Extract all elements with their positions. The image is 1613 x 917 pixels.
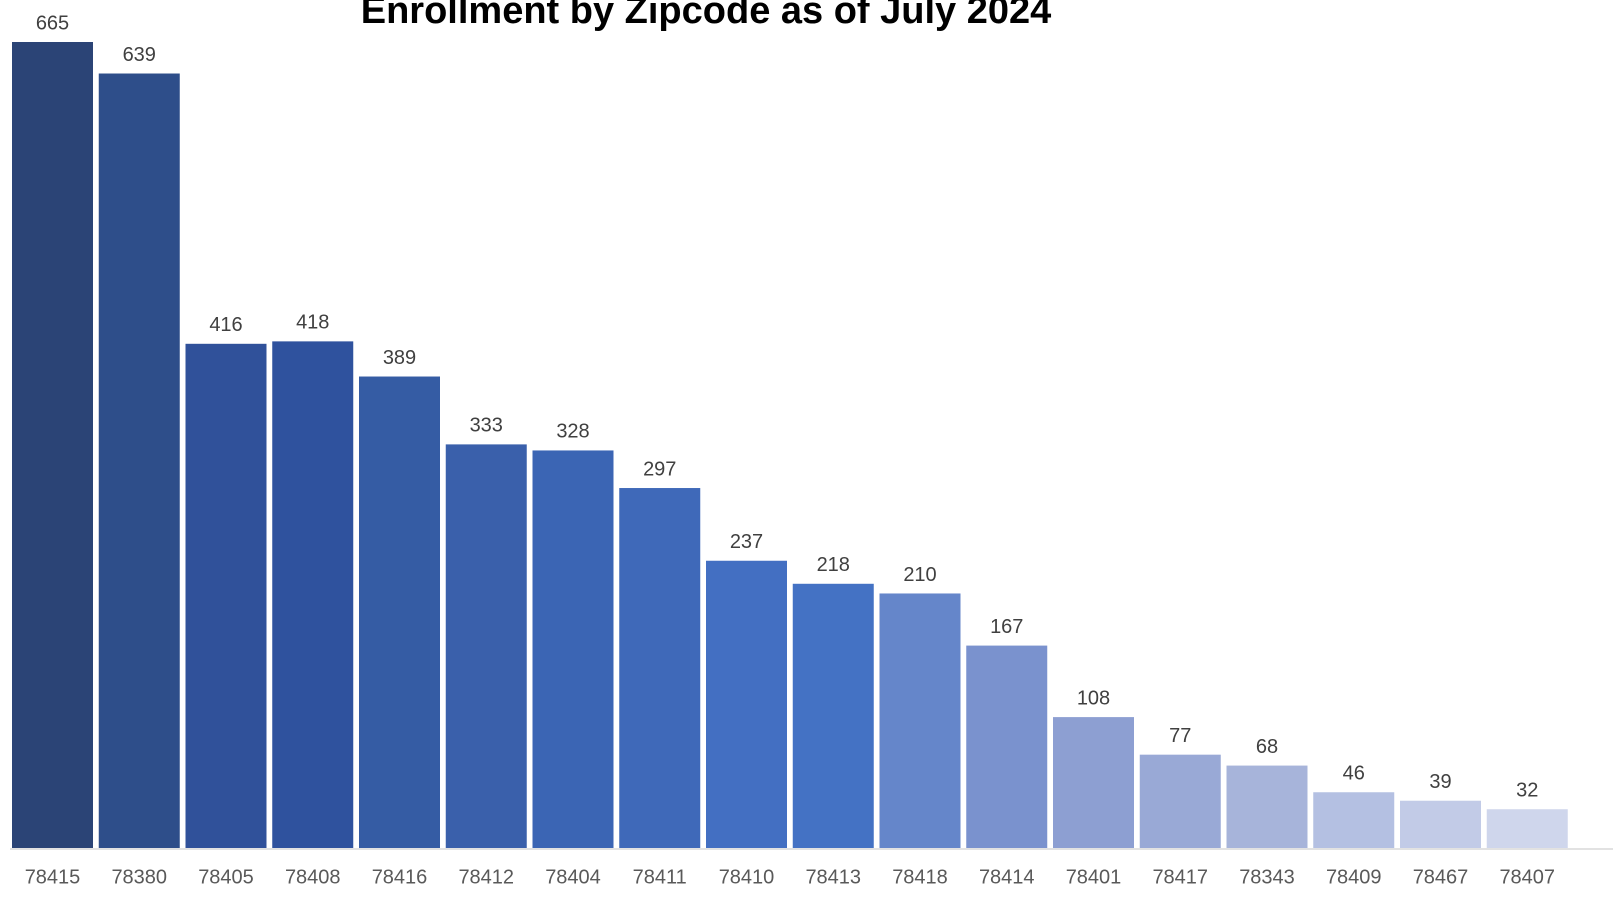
data-label-78418: 210 — [903, 564, 936, 586]
data-labels-layer: 665 639 416 418 389 333 328 297 237 218 210 167 108 7… — [36, 12, 1539, 801]
data-label-78467: 39 — [1429, 771, 1451, 793]
x-tick-label-78407: 78407 — [1499, 866, 1555, 888]
x-tick-label-78416: 78416 — [372, 866, 428, 888]
bar-78415 — [12, 42, 93, 848]
bar-78412 — [445, 444, 527, 848]
x-tick-label-78408: 78408 — [285, 866, 341, 888]
x-tick-label-78411: 78411 — [633, 866, 687, 888]
bar-78467 — [1400, 800, 1481, 848]
data-label-78416: 389 — [383, 347, 416, 369]
bar-78414 — [966, 645, 1048, 848]
bar-78404 — [532, 450, 614, 848]
bar-78401 — [1053, 717, 1134, 848]
x-tick-label-78414: 78414 — [979, 866, 1035, 888]
bar-78343 — [1226, 765, 1308, 848]
x-tick-label-78413: 78413 — [805, 866, 861, 888]
data-label-78414: 167 — [990, 616, 1023, 638]
x-tick-label-78467: 78467 — [1413, 866, 1469, 888]
bar-78411 — [619, 488, 701, 848]
bar-78416 — [359, 376, 440, 848]
x-tick-label-78417: 78417 — [1152, 866, 1208, 888]
data-label-78404: 328 — [556, 421, 589, 443]
data-label-78380: 639 — [123, 44, 156, 66]
bar-78408 — [272, 341, 354, 848]
x-tick-label-78343: 78343 — [1239, 866, 1295, 888]
data-label-78413: 218 — [817, 554, 850, 576]
x-tick-label-78405: 78405 — [198, 866, 254, 888]
x-tick-label-78380: 78380 — [111, 866, 167, 888]
bars-layer — [12, 42, 1568, 848]
bar-78417 — [1139, 754, 1221, 848]
x-tick-label-78401: 78401 — [1066, 866, 1122, 888]
x-tick-label-78412: 78412 — [458, 866, 514, 888]
bar-78405 — [185, 343, 267, 848]
data-label-78401: 108 — [1077, 687, 1110, 709]
bar-78410 — [706, 560, 787, 848]
data-label-78409: 46 — [1343, 763, 1365, 785]
x-tick-label-78418: 78418 — [892, 866, 948, 888]
x-tick-label-78409: 78409 — [1326, 866, 1382, 888]
chart-title: Enrollment by Zipcode as of July 2024 — [361, 0, 1052, 32]
bar-78409 — [1313, 792, 1395, 848]
data-label-78408: 418 — [296, 312, 329, 334]
bar-78380 — [98, 73, 180, 848]
data-label-78415: 665 — [36, 12, 69, 34]
data-label-78343: 68 — [1256, 736, 1278, 758]
bar-78413 — [792, 583, 874, 848]
x-tick-label-78410: 78410 — [719, 866, 775, 888]
bar-78407 — [1486, 809, 1568, 848]
x-tick-label-78415: 78415 — [25, 866, 81, 888]
data-label-78412: 333 — [470, 415, 503, 437]
data-label-78405: 416 — [209, 314, 242, 336]
bar-78418 — [879, 593, 961, 848]
data-label-78407: 32 — [1516, 780, 1538, 802]
x-axis-tick-labels: 78415 78380 78405 78408 78416 78412 78404 78411… — [25, 866, 1555, 888]
x-tick-label-78404: 78404 — [545, 866, 601, 888]
data-label-78417: 77 — [1169, 725, 1191, 747]
data-label-78410: 237 — [730, 531, 763, 553]
data-label-78411: 297 — [643, 458, 676, 480]
